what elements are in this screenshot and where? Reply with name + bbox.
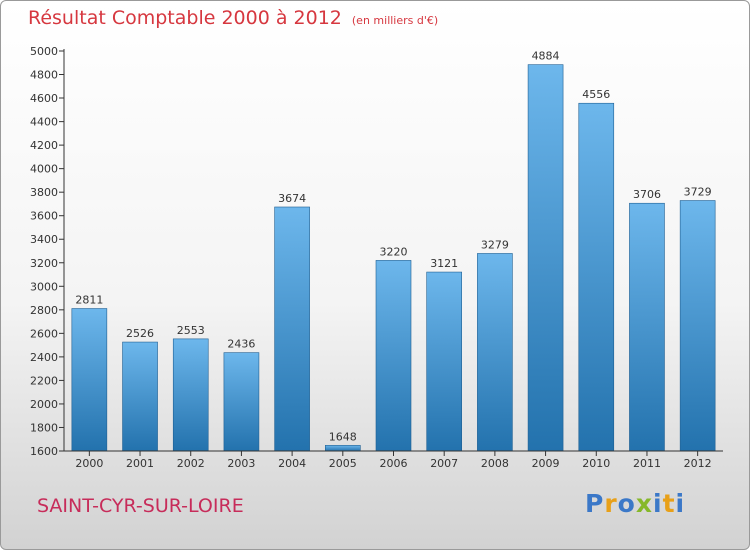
y-tick-label: 3800 bbox=[30, 186, 58, 199]
x-tick-label: 2007 bbox=[430, 457, 458, 470]
bar bbox=[477, 253, 513, 452]
x-tick-label: 2003 bbox=[227, 457, 255, 470]
x-tick-label: 2002 bbox=[177, 457, 205, 470]
chart-title: Résultat Comptable 2000 à 2012 (en millie… bbox=[28, 7, 439, 29]
bar bbox=[527, 64, 564, 452]
bar bbox=[375, 260, 412, 452]
y-tick-label: 1600 bbox=[30, 445, 58, 458]
y-tick-label: 2600 bbox=[30, 327, 58, 340]
y-tick-label: 1800 bbox=[30, 421, 58, 434]
data-label: 2526 bbox=[126, 327, 154, 340]
bar bbox=[223, 352, 260, 452]
y-tick-label: 5000 bbox=[30, 45, 58, 58]
y-tick-label: 2800 bbox=[30, 304, 58, 317]
data-label: 2553 bbox=[177, 324, 205, 337]
bar bbox=[71, 308, 108, 452]
x-tick-label: 2011 bbox=[633, 457, 661, 470]
y-tick-label: 4800 bbox=[30, 69, 58, 82]
y-tick-label: 4400 bbox=[30, 116, 58, 129]
data-label: 2811 bbox=[75, 294, 103, 307]
y-tick-label: 4000 bbox=[30, 163, 58, 176]
x-tick-label: 2010 bbox=[582, 457, 610, 470]
bar bbox=[274, 206, 310, 452]
bar bbox=[629, 202, 665, 452]
proxiti-logo: Proxiti bbox=[585, 489, 685, 518]
y-tick-label: 3200 bbox=[30, 257, 58, 270]
bar bbox=[122, 341, 158, 452]
logo-letter: t bbox=[662, 489, 676, 518]
bar bbox=[325, 445, 361, 452]
y-tick-label: 4600 bbox=[30, 92, 58, 105]
x-tick-label: 2005 bbox=[329, 457, 357, 470]
x-tick-label: 2006 bbox=[380, 457, 408, 470]
logo-letter: P bbox=[585, 489, 605, 518]
y-tick-label: 2400 bbox=[30, 351, 58, 364]
bar bbox=[172, 338, 209, 452]
data-label: 4884 bbox=[532, 50, 560, 63]
bar bbox=[578, 102, 615, 452]
commune-name: SAINT-CYR-SUR-LOIRE bbox=[37, 495, 244, 517]
bar bbox=[426, 271, 462, 452]
x-tick-label: 2012 bbox=[684, 457, 712, 470]
data-label: 3706 bbox=[633, 188, 661, 201]
y-tick-label: 2000 bbox=[30, 398, 58, 411]
y-tick-label: 2200 bbox=[30, 374, 58, 387]
bar bbox=[679, 200, 716, 452]
data-label: 3121 bbox=[430, 257, 458, 270]
data-label: 3729 bbox=[684, 186, 712, 199]
data-label: 3674 bbox=[278, 192, 306, 205]
y-tick-label: 4200 bbox=[30, 139, 58, 152]
x-tick-label: 2009 bbox=[532, 457, 560, 470]
logo-letter: x bbox=[635, 489, 653, 518]
x-tick-label: 2000 bbox=[75, 457, 103, 470]
data-label: 1648 bbox=[329, 430, 357, 443]
logo-letter: r bbox=[604, 489, 618, 518]
data-label: 3279 bbox=[481, 238, 509, 251]
y-tick-label: 3000 bbox=[30, 280, 58, 293]
y-tick-label: 3600 bbox=[30, 210, 58, 223]
logo-letter: i bbox=[653, 489, 663, 518]
logo-letter: o bbox=[617, 489, 636, 518]
chart-subtitle: (en milliers d'€) bbox=[351, 14, 439, 27]
logo-letter: i bbox=[675, 489, 686, 518]
x-tick-label: 2008 bbox=[481, 457, 509, 470]
x-tick-label: 2004 bbox=[278, 457, 306, 470]
data-label: 2436 bbox=[227, 338, 255, 351]
data-label: 3220 bbox=[380, 245, 408, 258]
x-tick-label: 2001 bbox=[126, 457, 154, 470]
y-tick-label: 3400 bbox=[30, 233, 58, 246]
data-label: 4556 bbox=[582, 88, 610, 101]
